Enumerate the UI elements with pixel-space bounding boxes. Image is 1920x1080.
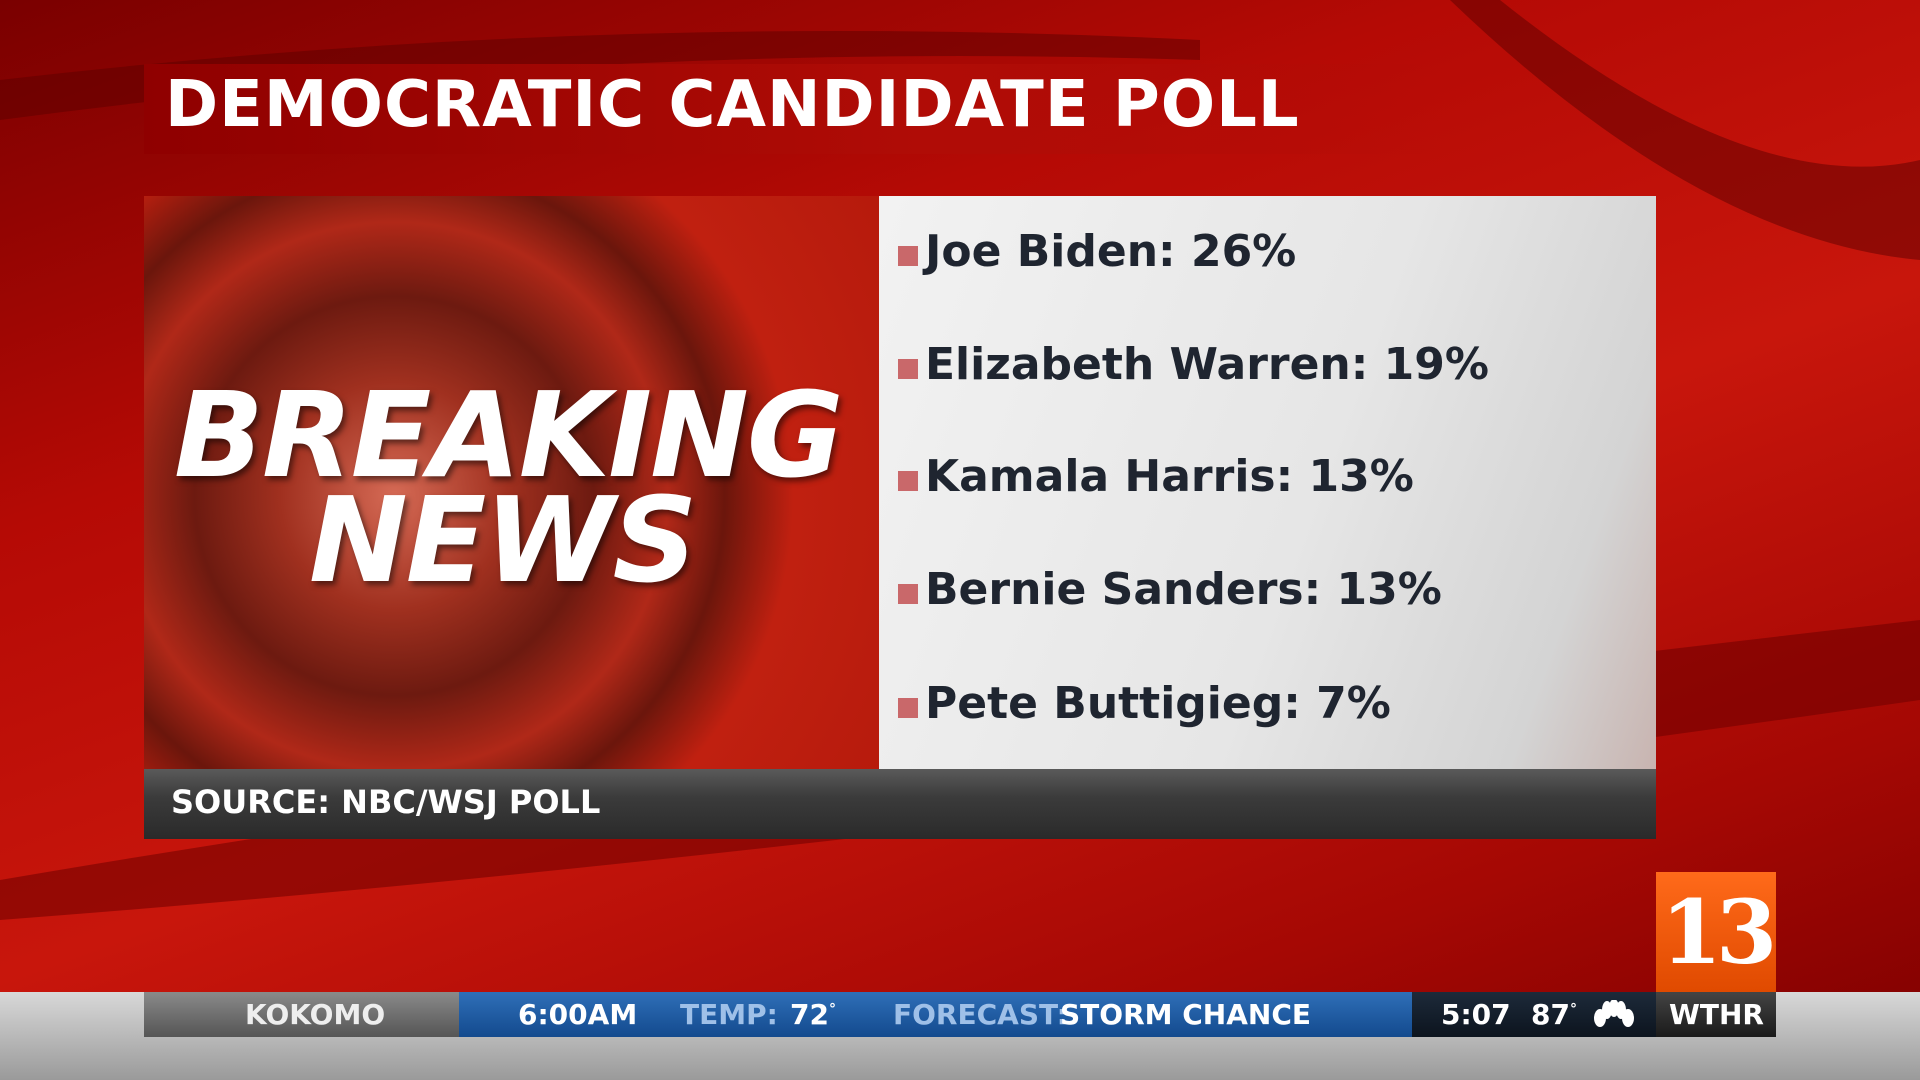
breaking-news-panel: BREAKING NEWS — [144, 196, 879, 769]
bullet — [898, 246, 918, 266]
source-bar: SOURCE: NBC/WSJ POLL — [144, 769, 1656, 839]
temp-unit: ° — [828, 1001, 836, 1018]
swoosh — [1450, 0, 1920, 260]
title: DEMOCRATIC CANDIDATE POLL — [165, 68, 1300, 142]
poll-item: Kamala Harris: 13% — [925, 451, 1414, 502]
ticker-segment — [459, 992, 1412, 1037]
banner-line: NEWS — [309, 471, 698, 609]
ticker-segment — [144, 992, 459, 1037]
ticker-label: TEMP: — [680, 998, 778, 1031]
ticker-segment — [1656, 992, 1776, 1037]
ticker-station: WTHR — [1669, 998, 1764, 1031]
title-band — [144, 64, 1444, 154]
current-temp-unit: ° — [1569, 1001, 1577, 1018]
current-temp-value: 87 — [1531, 998, 1570, 1031]
source: SOURCE: NBC/WSJ POLL — [171, 783, 601, 821]
bullet — [898, 584, 918, 604]
bullet — [898, 471, 918, 491]
temp-value: 72 — [790, 998, 829, 1031]
bullet — [898, 698, 918, 718]
station-logo: 13 — [1656, 872, 1777, 992]
poll-item: Bernie Sanders: 13% — [925, 564, 1442, 615]
ticker-current-temp: 87° — [1531, 998, 1577, 1031]
ticker-clock: 5:07 — [1441, 998, 1511, 1031]
peacock-icon — [1594, 1000, 1634, 1027]
ticker-location: KOKOMO — [245, 998, 386, 1031]
poll-list: Joe Biden: 26% Elizabeth Warren: 19% Kamal… — [879, 196, 1656, 769]
ticker-time: 6:00AM — [518, 998, 638, 1031]
bullet — [898, 359, 918, 379]
poll-item: Elizabeth Warren: 19% — [925, 339, 1489, 390]
ticker-forecast: STORM CHANCE — [1060, 998, 1312, 1031]
poll-item: Joe Biden: 26% — [925, 226, 1297, 277]
ticker-temp: 72° — [790, 998, 836, 1031]
ticker-label: FORECAST: — [893, 998, 1068, 1031]
poll-item: Pete Buttigieg: 7% — [925, 678, 1391, 729]
banner-line: BREAKING — [174, 366, 844, 504]
swoosh — [0, 31, 1200, 120]
